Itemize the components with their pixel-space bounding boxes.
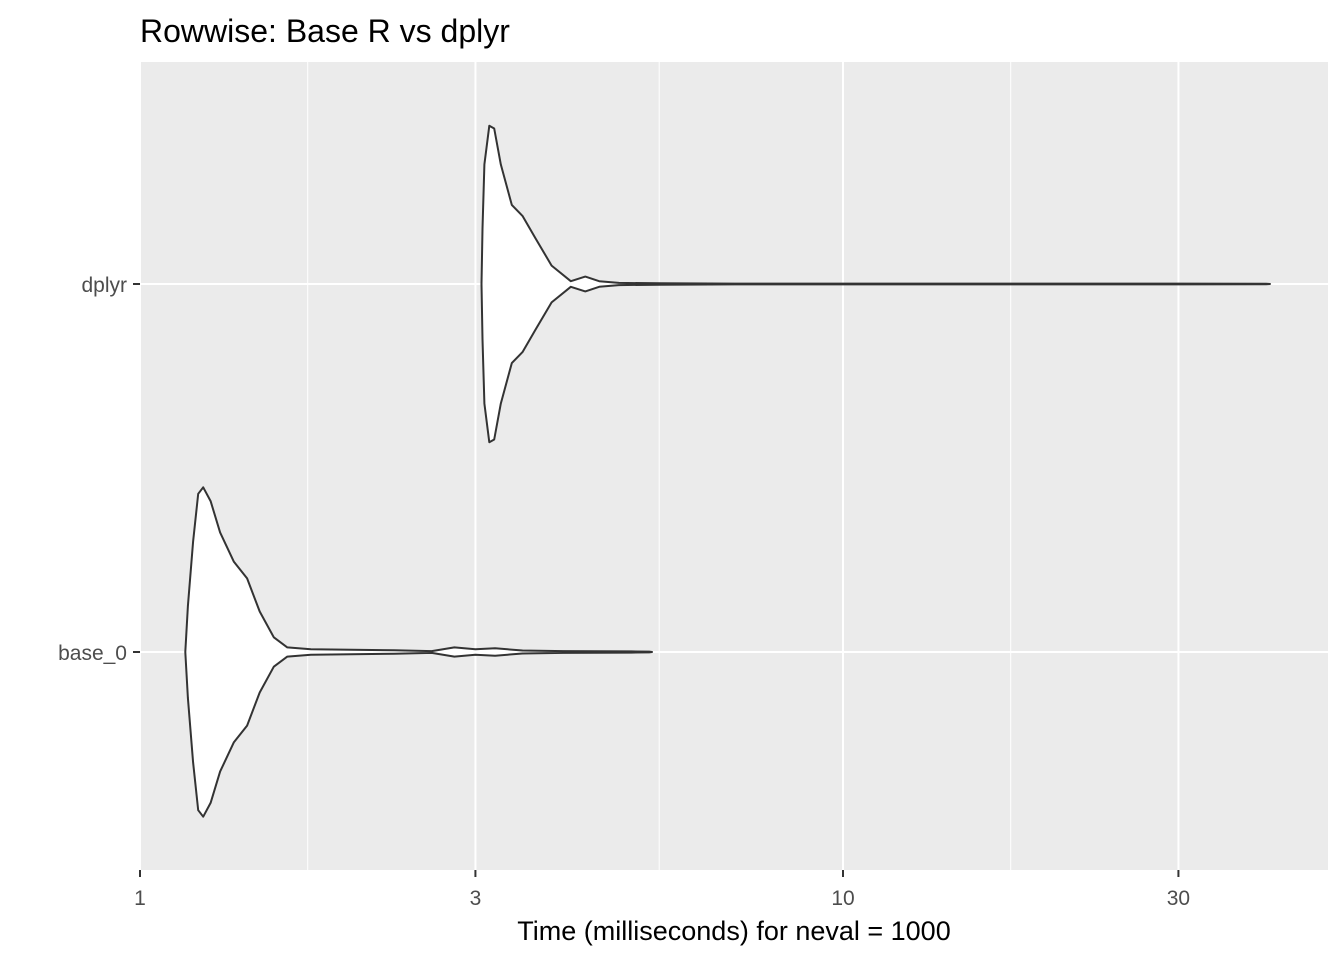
x-tick-label: 10: [831, 887, 854, 910]
x-axis-label: Time (milliseconds) for neval = 1000: [517, 916, 950, 946]
chart-title: Rowwise: Base R vs dplyr: [140, 13, 510, 49]
y-tick-label: dplyr: [81, 274, 127, 297]
plot-panel: [140, 62, 1328, 870]
x-tick-label: 3: [470, 887, 482, 910]
x-tick-label: 1: [134, 887, 146, 910]
y-tick-label: base_0: [58, 642, 127, 665]
x-tick-label: 30: [1167, 887, 1190, 910]
